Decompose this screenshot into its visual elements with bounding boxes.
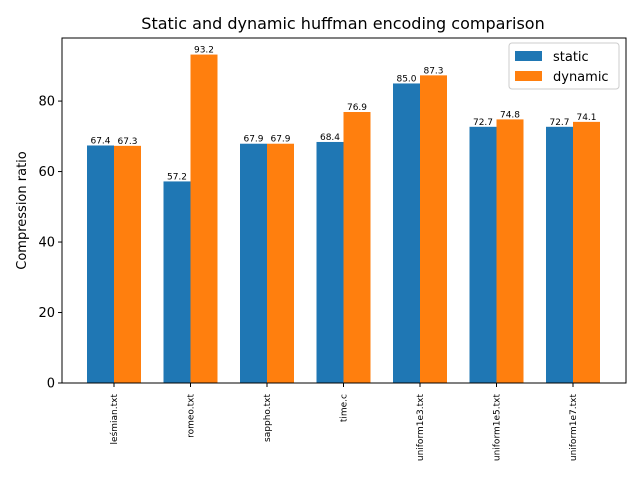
plot-frame <box>61 37 627 384</box>
bar-value-label: 93.2 <box>194 46 214 56</box>
x-tick-label: leśmian.txt <box>109 394 120 445</box>
bar-value-label: 57.2 <box>167 172 187 182</box>
bar-dynamic <box>114 145 141 383</box>
y-tick-label: 40 <box>38 236 55 251</box>
chart-title: Static and dynamic huffman encoding comp… <box>141 14 544 33</box>
legend-label-dynamic: dynamic <box>553 70 609 85</box>
bar-static <box>469 126 497 383</box>
legend-swatch-dynamic <box>515 71 542 81</box>
bar-value-label: 67.3 <box>117 137 137 147</box>
y-tick-label: 0 <box>47 377 55 392</box>
bar-value-label: 74.8 <box>500 110 520 120</box>
bar-value-label: 67.9 <box>243 135 263 145</box>
bar-value-label: 68.4 <box>320 133 340 143</box>
x-tick-label: sappho.txt <box>263 394 273 442</box>
bar-static <box>393 83 420 383</box>
bar-value-label: 67.4 <box>90 136 110 146</box>
legend-swatch-static <box>515 51 542 61</box>
legend: static dynamic <box>508 42 620 90</box>
bar-value-labels: 67.4 57.2 67.9 68.4 85.0 72.7 72.7 67.3 93.2 67.9… <box>90 46 596 183</box>
bar-value-label: 76.9 <box>347 103 367 113</box>
bar-static <box>163 181 191 383</box>
y-axis-label: Compression ratio <box>15 151 30 270</box>
y-axis-ticks: 0 20 40 60 80 <box>38 95 62 392</box>
bar-dynamic <box>573 121 600 383</box>
bar-value-label: 74.1 <box>576 113 596 123</box>
bar-static <box>546 126 573 383</box>
x-tick-label: time.c <box>340 394 350 422</box>
y-tick-label: 20 <box>38 306 55 321</box>
x-tick-label: uniform1e3.txt <box>416 394 426 462</box>
x-tick-label: uniform1e7.txt <box>569 394 579 462</box>
bar-value-label: 72.7 <box>473 118 493 128</box>
x-tick-label: uniform1e5.txt <box>493 394 503 462</box>
bar-dynamic <box>267 143 294 383</box>
bar-value-label: 87.3 <box>423 66 443 76</box>
bars <box>87 54 600 384</box>
bar-dynamic <box>343 112 371 383</box>
bar-static <box>87 145 114 383</box>
x-axis-ticks: leśmian.txt romeo.txt sappho.txt time.c unif… <box>109 383 579 461</box>
bar-static <box>316 141 344 383</box>
bar-dynamic <box>420 75 447 384</box>
y-tick-label: 80 <box>38 95 55 110</box>
bar-value-label: 72.7 <box>549 118 569 128</box>
bar-static <box>240 143 267 383</box>
bar-dynamic <box>496 119 524 384</box>
legend-label-static: static <box>553 50 589 65</box>
bar-value-label: 67.9 <box>270 135 290 145</box>
x-tick-label: romeo.txt <box>187 394 197 438</box>
bar-dynamic <box>190 54 218 384</box>
bar-value-label: 85.0 <box>396 74 416 84</box>
y-tick-label: 60 <box>38 165 55 180</box>
